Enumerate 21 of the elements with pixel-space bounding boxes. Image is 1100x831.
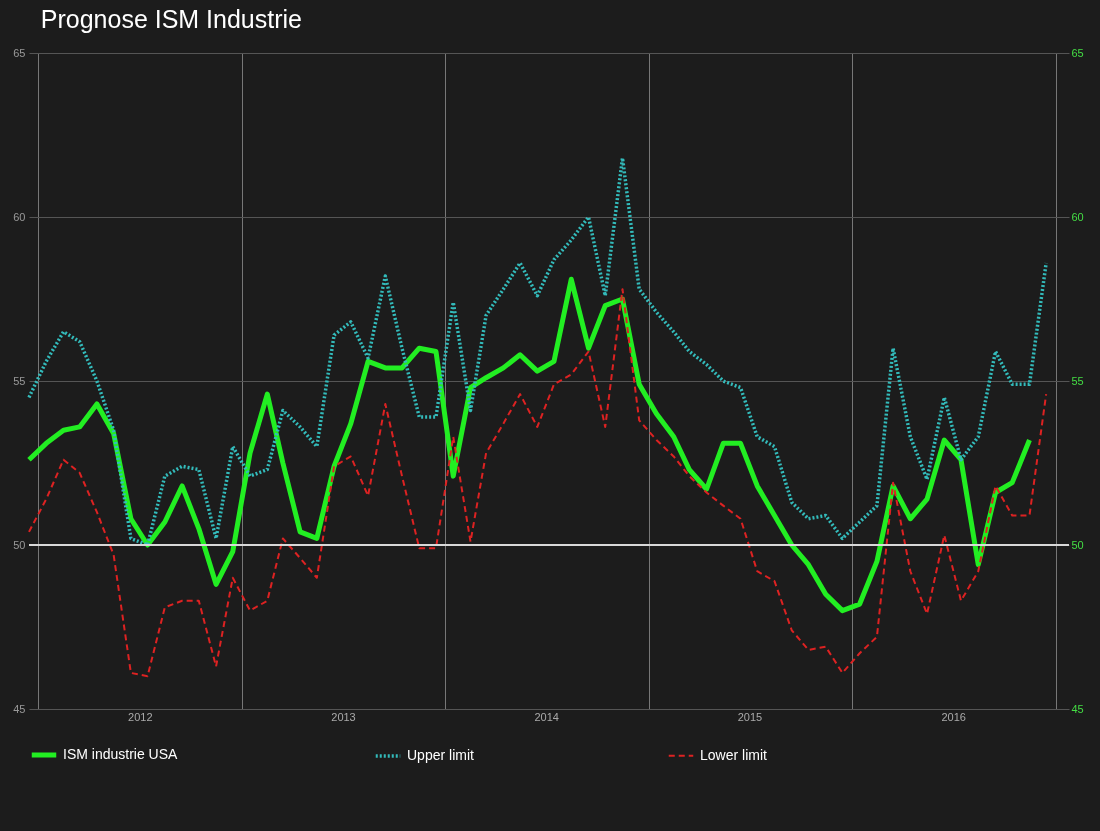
x-tick-label: 2014 [534, 710, 559, 723]
y-tick-label: 50 [13, 538, 26, 551]
y-tick-label: 60 [13, 210, 26, 223]
legend-label: Lower limit [700, 746, 768, 763]
y-tick-label: 65 [13, 46, 26, 59]
y2-tick-label: 45 [1071, 702, 1084, 715]
y2-tick-label: 65 [1071, 46, 1084, 59]
line-series [28, 288, 1048, 678]
x-tick-label: 2016 [941, 710, 966, 723]
line-series [27, 156, 1048, 547]
legend-label: ISM industrie USA [63, 746, 179, 762]
y2-tick-label: 55 [1071, 374, 1084, 387]
y-tick-label: 55 [13, 374, 26, 387]
chart-title: Prognose ISM Industrie [40, 5, 303, 33]
y-tick-label: 45 [13, 702, 26, 715]
y2-tick-label: 60 [1071, 210, 1084, 223]
x-tick-label: 2012 [128, 710, 153, 723]
x-tick-label: 2015 [737, 710, 763, 723]
legend-label: Upper limit [407, 747, 475, 763]
y2-tick-label: 50 [1071, 538, 1084, 551]
x-tick-label: 2013 [331, 710, 356, 723]
